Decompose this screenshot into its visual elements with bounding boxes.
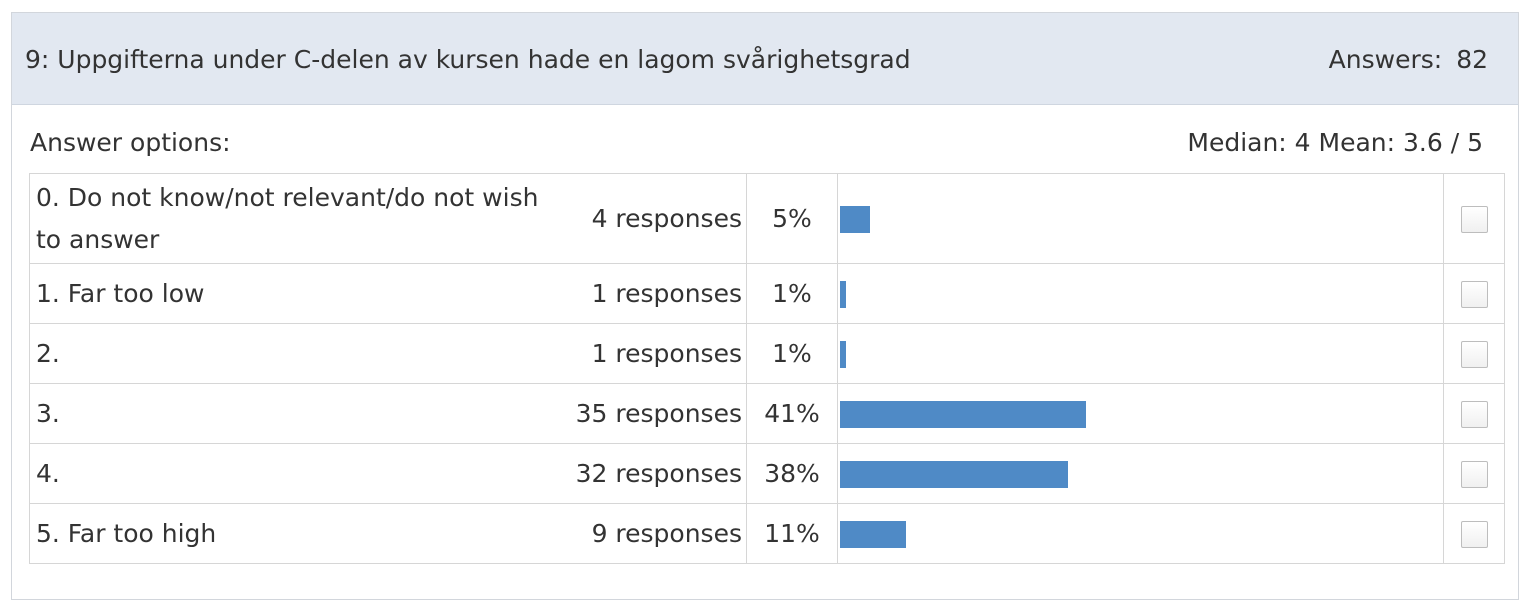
option-bar (840, 400, 1086, 428)
table-row: 0. Do not know/not relevant/do not wish … (29, 173, 1505, 264)
option-checkbox[interactable] (1460, 401, 1488, 429)
answer-options-table: 0. Do not know/not relevant/do not wish … (29, 173, 1505, 564)
option-responses: 9 responses (591, 518, 742, 548)
option-label: 4. (36, 458, 60, 488)
table-row: 1. Far too low 1 responses 1% (29, 263, 1505, 324)
question-panel: 9: Uppgifterna under C-delen av kursen h… (11, 12, 1519, 600)
table-row: 2. 1 responses 1% (29, 323, 1505, 384)
option-responses: 1 responses (591, 338, 742, 368)
option-percent: 41% (746, 383, 838, 444)
table-row: 4. 32 responses 38% (29, 443, 1505, 504)
question-header: 9: Uppgifterna under C-delen av kursen h… (12, 13, 1518, 105)
option-label: 3. (36, 398, 60, 428)
option-bar (840, 205, 870, 233)
option-bar (840, 280, 846, 308)
answers-summary: Answers: 82 (1329, 44, 1488, 76)
question-title: 9: Uppgifterna under C-delen av kursen h… (25, 45, 911, 74)
option-responses: 35 responses (575, 398, 742, 428)
option-checkbox[interactable] (1460, 521, 1488, 549)
option-checkbox[interactable] (1460, 281, 1488, 309)
median-mean-stats: Median: 4 Mean: 3.6 / 5 (1187, 128, 1483, 157)
table-row: 5. Far too high 9 responses 11% (29, 503, 1505, 564)
answers-count: 82 (1456, 45, 1488, 74)
option-percent: 11% (746, 503, 838, 564)
option-bar (840, 520, 906, 548)
option-label: 1. Far too low (36, 278, 205, 308)
option-label: 2. (36, 338, 60, 368)
option-responses: 1 responses (591, 278, 742, 308)
option-percent: 5% (746, 173, 838, 264)
option-checkbox[interactable] (1460, 341, 1488, 369)
option-bar (840, 460, 1068, 488)
option-responses: 32 responses (575, 458, 742, 488)
option-responses: 4 responses (591, 203, 742, 233)
option-percent: 38% (746, 443, 838, 504)
option-label: 0. Do not know/not relevant/do not wish … (36, 182, 539, 254)
option-bar (840, 340, 846, 368)
answers-label: Answers: (1328, 45, 1443, 74)
option-label: 5. Far too high (36, 518, 217, 548)
answer-options-label: Answer options: (30, 128, 231, 157)
table-row: 3. 35 responses 41% (29, 383, 1505, 444)
option-checkbox[interactable] (1460, 206, 1488, 234)
option-percent: 1% (746, 263, 838, 324)
option-checkbox[interactable] (1460, 461, 1488, 489)
option-percent: 1% (746, 323, 838, 384)
